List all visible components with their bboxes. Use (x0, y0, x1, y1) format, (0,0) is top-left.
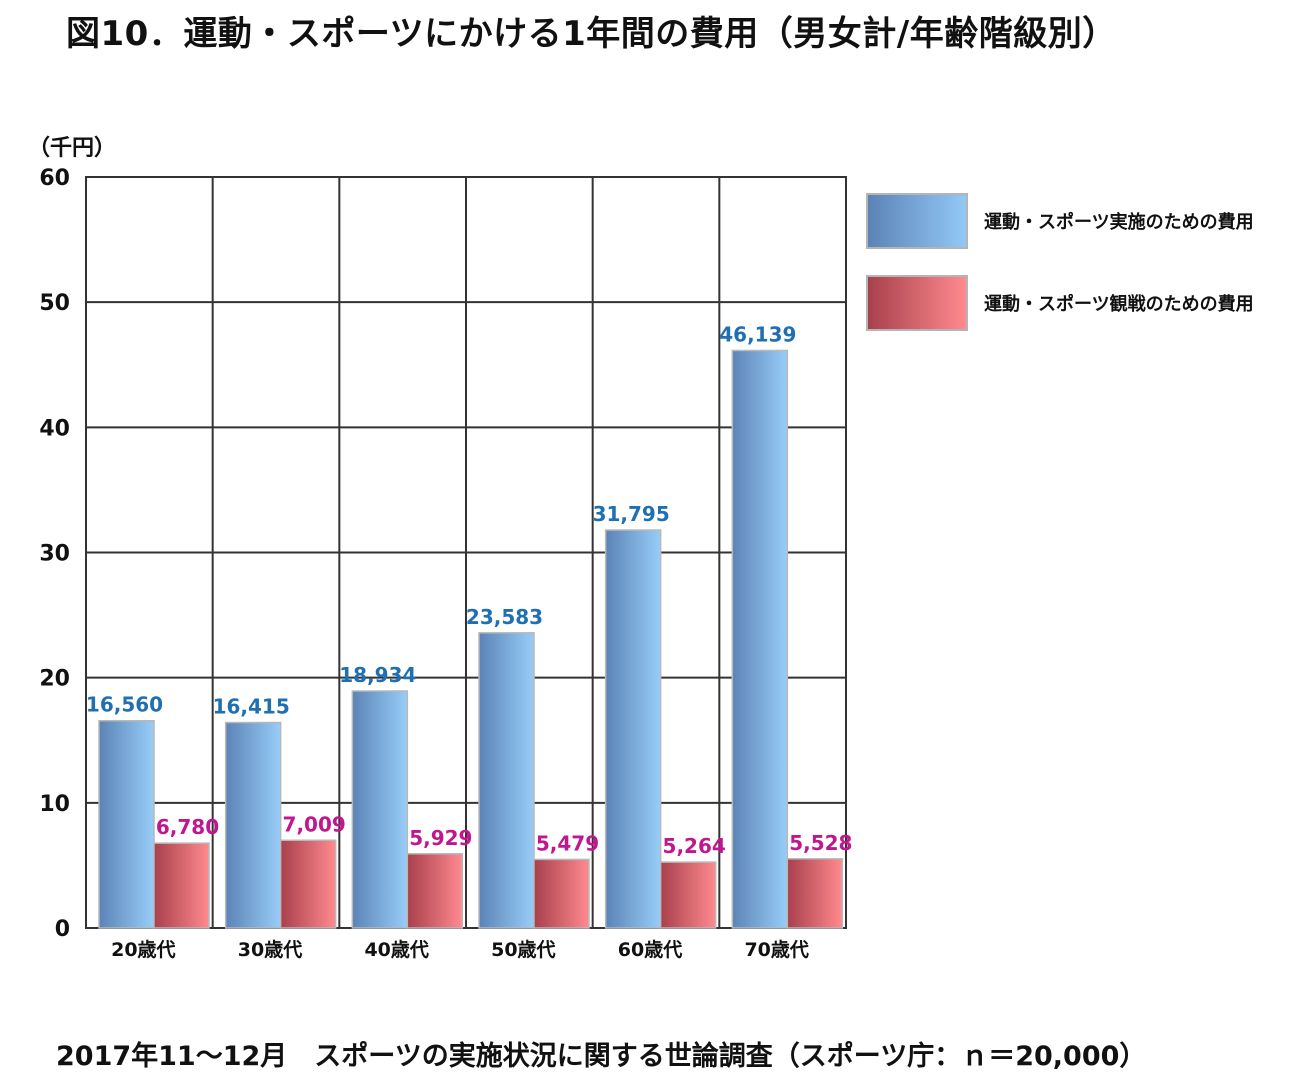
bar-spectating (533, 858, 590, 929)
data-label-participation: 18,934 (339, 663, 416, 687)
y-tick-label: 60 (39, 166, 70, 191)
data-label-spectating: 7,009 (283, 812, 346, 836)
chart-grid (85, 176, 847, 929)
bar-participation (604, 529, 662, 929)
chart-title: 図10．運動・スポーツにかける1年間の費用（男女計/年齢階級別） (66, 14, 1117, 54)
chart-bars (98, 349, 844, 929)
bar-participation (731, 349, 789, 929)
y-tick-label: 40 (39, 416, 70, 441)
bar-participation (478, 632, 535, 929)
legend-item-spectating: 運動・スポーツ観戦のための費用 (866, 275, 1306, 333)
y-tick-label: 50 (39, 291, 70, 316)
chart-labels: 0 10 20 30 40 50 60 16,560 6,780 20歳代 16,415 7,009 3… (39, 166, 852, 961)
data-label-participation: 46,139 (719, 322, 796, 346)
bar-spectating (279, 839, 337, 929)
legend-swatch-participation (866, 193, 968, 249)
x-category-label: 30歳代 (238, 939, 302, 961)
y-tick-label: 0 (55, 917, 70, 942)
data-label-spectating: 5,929 (409, 826, 472, 850)
bar-participation (98, 719, 155, 929)
bar-spectating (406, 853, 464, 929)
bar-spectating (786, 858, 844, 929)
y-tick-label: 10 (39, 792, 70, 817)
data-label-participation: 23,583 (466, 605, 543, 629)
legend-swatch-spectating (866, 275, 968, 331)
data-label-participation: 16,415 (213, 695, 290, 719)
x-category-label: 50歳代 (491, 939, 555, 961)
y-tick-label: 20 (39, 667, 70, 692)
source-note: 2017年11～12月 スポーツの実施状況に関する世論調査（スポーツ庁：ｎ＝20… (56, 1041, 1147, 1072)
data-label-spectating: 5,264 (663, 834, 726, 858)
y-tick-label: 30 (39, 542, 70, 567)
bar-spectating (659, 861, 717, 929)
data-label-spectating: 5,528 (789, 831, 852, 855)
bar-spectating (153, 842, 210, 929)
y-axis-unit-label: （千円） (28, 136, 117, 161)
legend-label-participation: 運動・スポーツ実施のための費用 (984, 212, 1254, 233)
data-label-participation: 31,795 (593, 502, 670, 526)
legend-label-spectating: 運動・スポーツ観戦のための費用 (984, 294, 1254, 315)
x-category-label: 40歳代 (364, 939, 428, 961)
x-category-label: 70歳代 (744, 939, 808, 961)
legend-item-participation: 運動・スポーツ実施のための費用 (866, 193, 1306, 251)
data-label-spectating: 6,780 (156, 815, 219, 839)
bar-participation (224, 721, 282, 929)
data-label-spectating: 5,479 (536, 831, 599, 855)
x-category-label: 60歳代 (618, 939, 682, 961)
bar-participation (351, 690, 409, 929)
data-label-participation: 16,560 (86, 693, 163, 717)
x-category-label: 20歳代 (111, 939, 175, 961)
